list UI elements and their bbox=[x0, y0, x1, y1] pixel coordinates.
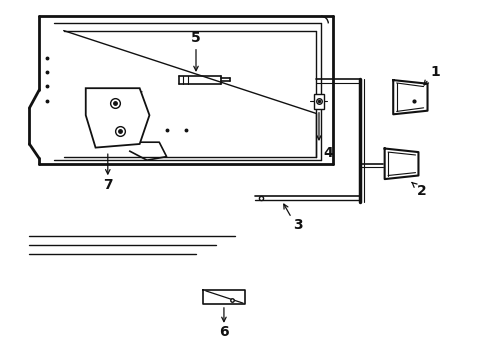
Text: 4: 4 bbox=[323, 146, 333, 160]
Text: 1: 1 bbox=[430, 65, 440, 79]
Polygon shape bbox=[86, 88, 149, 148]
Text: 5: 5 bbox=[191, 31, 201, 45]
Text: 3: 3 bbox=[293, 218, 303, 232]
Text: 7: 7 bbox=[103, 179, 113, 192]
Text: 6: 6 bbox=[219, 325, 229, 339]
Text: 2: 2 bbox=[416, 184, 426, 198]
FancyBboxPatch shape bbox=[314, 94, 324, 109]
